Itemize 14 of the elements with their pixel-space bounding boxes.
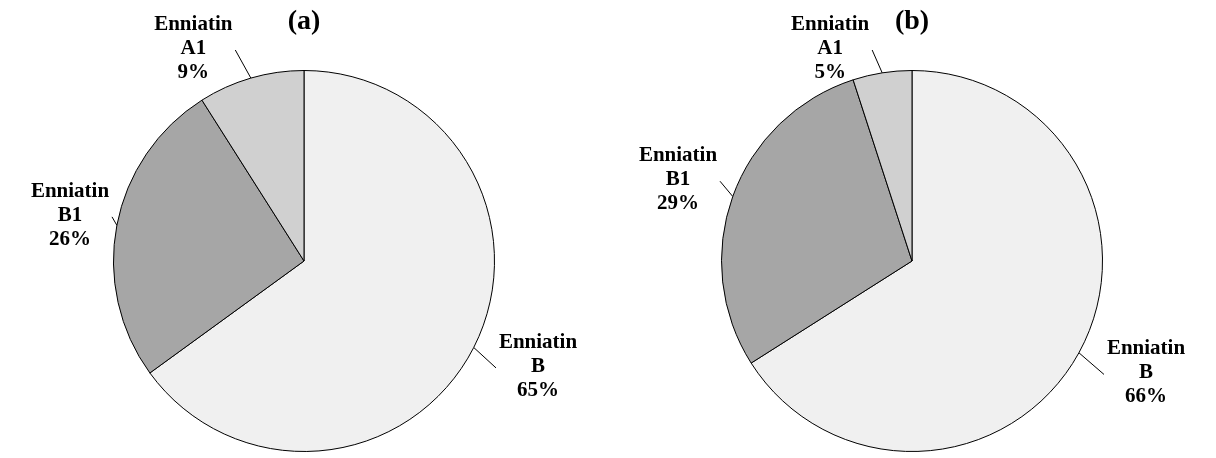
slice-label: Enniatin B1 xyxy=(30,177,110,226)
slice-label: Enniatin B xyxy=(1106,335,1186,384)
data-label: 9% xyxy=(177,58,210,83)
chart-title: (b) xyxy=(894,4,930,36)
data-label: 65% xyxy=(517,376,559,401)
data-label: 66% xyxy=(1125,383,1167,408)
slice-label: Enniatin B1 xyxy=(638,142,718,191)
slice-label: Enniatin B xyxy=(498,328,578,377)
data-label: 5% xyxy=(814,58,846,83)
slice-label: Enniatin A1 xyxy=(791,10,870,59)
data-label: 29% xyxy=(657,190,699,215)
slice-label: Enniatin A1 xyxy=(154,10,233,59)
data-label: 26% xyxy=(49,225,91,250)
chart-title: (a) xyxy=(287,4,321,36)
